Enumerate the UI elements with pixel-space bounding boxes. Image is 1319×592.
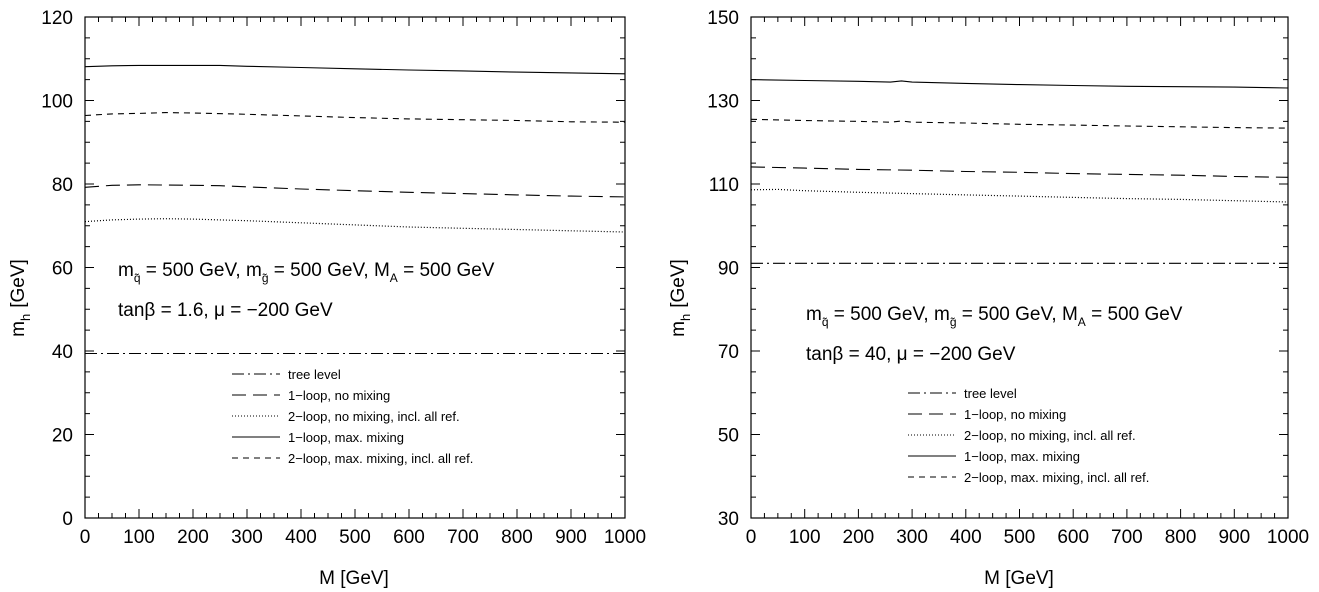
y-tick-label: 110 <box>709 175 739 196</box>
legend-label: tree level <box>288 367 341 382</box>
series-line-solid <box>84 64 626 75</box>
x-tick-label: 200 <box>843 527 875 548</box>
x-tick-label: 1000 <box>604 527 646 548</box>
y-tick-label: 20 <box>52 426 73 447</box>
x-tick-label: 900 <box>1218 527 1250 548</box>
y-tick-label: 70 <box>718 342 739 363</box>
parameter-annotation: mq̃ = 500 GeV, mg̃ = 500 GeV, MA = 500 G… <box>806 304 1183 365</box>
y-tick-label: 100 <box>41 92 73 113</box>
x-axis-label: M [GeV] <box>319 568 389 589</box>
right-chart-panel: mh[GeV] M [GeV] mq̃ = 500 GeV, mg̃ = 500… <box>660 0 1319 592</box>
series-line-dotted <box>750 188 1289 203</box>
x-tick-label: 700 <box>447 527 479 548</box>
y-tick-label: 80 <box>52 175 73 196</box>
svg-text:mq̃ = 500 GeV, mg̃ = 500 GeV,: mq̃ = 500 GeV, mg̃ = 500 GeV, MA = 500 G… <box>118 260 495 285</box>
x-tick-label: 1000 <box>1267 527 1309 548</box>
series-line-solid <box>750 79 1289 89</box>
y-tick-label: 50 <box>718 426 739 447</box>
legend-label: 2−loop, no mixing, incl. all ref. <box>288 409 460 424</box>
x-tick-label: 200 <box>177 527 209 548</box>
legend-label: 2−loop, no mixing, incl. all ref. <box>964 428 1136 443</box>
x-tick-label: 800 <box>501 527 533 548</box>
x-tick-label: 100 <box>123 527 155 548</box>
svg-text:mh[GeV]: mh[GeV] <box>668 259 693 337</box>
y-tick-label: 130 <box>707 92 739 113</box>
series-line-longdash <box>84 184 626 198</box>
svg-text:tanβ = 40, μ = −200 GeV: tanβ = 40, μ = −200 GeV <box>806 344 1016 365</box>
x-tick-label: 300 <box>896 527 928 548</box>
legend-label: 1−loop, max. mixing <box>964 449 1080 464</box>
series-line-dashed <box>84 112 626 123</box>
x-tick-label: 100 <box>789 527 821 548</box>
y-tick-label: 120 <box>41 8 73 29</box>
y-tick-label: 150 <box>707 8 739 29</box>
legend-label: 1−loop, no mixing <box>288 388 390 403</box>
y-axis-label: mh[GeV] <box>668 259 693 337</box>
x-tick-label: 400 <box>950 527 982 548</box>
x-tick-label: 800 <box>1165 527 1197 548</box>
left-chart: mh[GeV] M [GeV] mq̃ = 500 GeV, mg̃ = 500… <box>8 8 646 589</box>
svg-text:mq̃ = 500 GeV, mg̃ = 500 GeV,: mq̃ = 500 GeV, mg̃ = 500 GeV, MA = 500 G… <box>806 304 1183 329</box>
x-tick-label: 0 <box>80 527 91 548</box>
svg-text:mh[GeV]: mh[GeV] <box>8 259 33 337</box>
series-line-dashed <box>750 118 1289 129</box>
y-tick-label: 90 <box>718 259 739 280</box>
x-tick-label: 400 <box>285 527 317 548</box>
x-tick-label: 0 <box>746 527 757 548</box>
series-line-dotted <box>84 218 626 233</box>
legend-label: 1−loop, max. mixing <box>288 430 404 445</box>
x-tick-label: 500 <box>1004 527 1036 548</box>
x-tick-label: 300 <box>231 527 263 548</box>
right-chart: mh[GeV] M [GeV] mq̃ = 500 GeV, mg̃ = 500… <box>668 8 1309 589</box>
x-tick-label: 500 <box>339 527 371 548</box>
parameter-annotation: mq̃ = 500 GeV, mg̃ = 500 GeV, MA = 500 G… <box>118 260 495 321</box>
x-tick-label: 600 <box>1057 527 1089 548</box>
y-tick-label: 60 <box>52 259 73 280</box>
legend-label: tree level <box>964 386 1017 401</box>
series-line-longdash <box>750 166 1289 178</box>
svg-text:tanβ = 1.6, μ = −200 GeV: tanβ = 1.6, μ = −200 GeV <box>118 300 333 321</box>
x-tick-label: 700 <box>1111 527 1143 548</box>
x-axis-label: M [GeV] <box>984 568 1054 589</box>
y-tick-label: 30 <box>718 509 739 530</box>
y-tick-label: 40 <box>52 342 73 363</box>
legend-label: 2−loop, max. mixing, incl. all ref. <box>288 451 473 466</box>
legend-label: 1−loop, no mixing <box>964 407 1066 422</box>
left-chart-panel: mh[GeV] M [GeV] mq̃ = 500 GeV, mg̃ = 500… <box>8 8 646 589</box>
y-tick-label: 0 <box>62 509 73 530</box>
y-axis-label: mh[GeV] <box>8 259 33 337</box>
x-tick-label: 600 <box>393 527 425 548</box>
legend-label: 2−loop, max. mixing, incl. all ref. <box>964 470 1149 485</box>
x-tick-label: 900 <box>555 527 587 548</box>
